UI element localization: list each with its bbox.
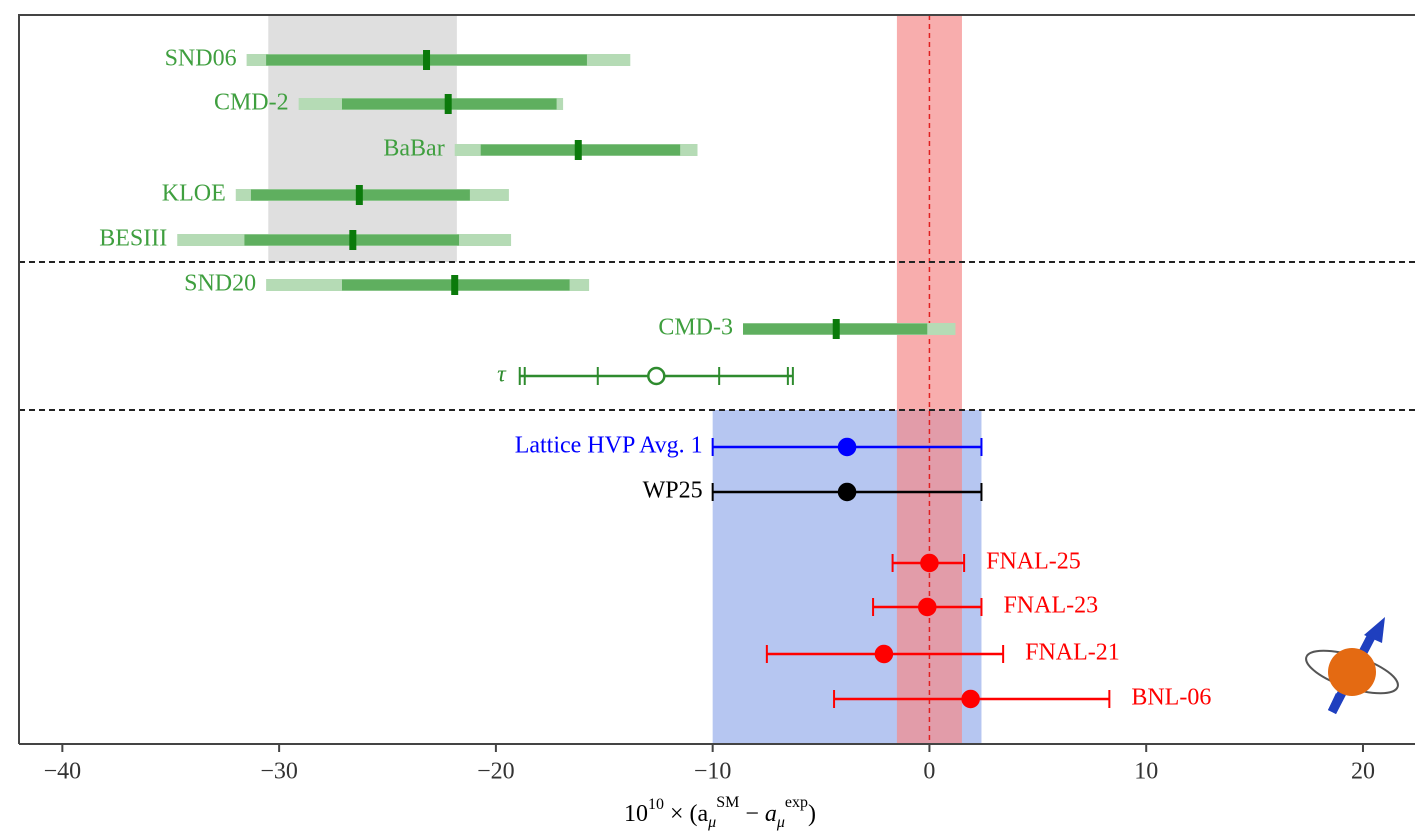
x-axis-label-part: SM bbox=[716, 794, 739, 811]
row-label: WP25 bbox=[643, 478, 703, 504]
row-label: CMD-3 bbox=[658, 315, 733, 341]
bands bbox=[268, 15, 982, 744]
row-label: BNL-06 bbox=[1131, 685, 1211, 711]
central-value bbox=[961, 689, 980, 709]
central-value bbox=[920, 553, 939, 573]
central-value bbox=[574, 140, 582, 160]
x-tick-label: −30 bbox=[260, 759, 298, 785]
x-tick-label: 20 bbox=[1351, 759, 1375, 785]
axes-frame bbox=[18, 14, 1415, 745]
x-axis-label-part: exp bbox=[785, 794, 808, 811]
row-label: KLOE bbox=[162, 181, 226, 207]
x-tick-label: −20 bbox=[477, 759, 515, 785]
row-label: τ bbox=[497, 362, 507, 388]
row-label: Lattice HVP Avg. 1 bbox=[515, 433, 703, 459]
central-value bbox=[837, 482, 857, 502]
x-axis-label-part: 10 bbox=[624, 801, 648, 827]
x-tick-label: −40 bbox=[44, 759, 82, 785]
row-label: FNAL-23 bbox=[1003, 593, 1098, 619]
marks: SND06 CMD-2 BaBar KLOE BESIII SND20 CMD-3 τ Latt… bbox=[99, 46, 1211, 711]
x-axis-label-part: ) bbox=[808, 801, 816, 827]
x-tick-label: 10 bbox=[1134, 759, 1158, 785]
x-axis-label-part: × ( bbox=[664, 801, 698, 827]
x-axis: −40 −30 −20 −10 0 10 20 bbox=[44, 744, 1375, 785]
row-label: BaBar bbox=[383, 136, 444, 162]
central-value bbox=[832, 319, 840, 339]
central-value bbox=[918, 597, 937, 617]
x-tick-label: −10 bbox=[694, 759, 732, 785]
row-label: CMD-2 bbox=[214, 90, 289, 116]
muon-icon bbox=[1305, 617, 1399, 715]
row-label: FNAL-25 bbox=[986, 549, 1081, 575]
central-value bbox=[349, 230, 357, 250]
row-label: SND06 bbox=[165, 46, 237, 72]
x-axis-label-part: μ bbox=[707, 814, 716, 831]
x-tick-label: 0 bbox=[923, 759, 935, 785]
central-value bbox=[444, 94, 452, 114]
x-axis-label-part: a bbox=[698, 801, 709, 827]
central-value bbox=[451, 275, 459, 295]
x-axis-label-part: a bbox=[765, 801, 777, 827]
x-axis-label: 1010 × (aμSM − aμexp) bbox=[624, 794, 816, 831]
central-value bbox=[423, 50, 431, 70]
x-axis-label-part: − bbox=[739, 801, 765, 827]
row-label: FNAL-21 bbox=[1025, 640, 1120, 666]
central-value bbox=[647, 366, 666, 386]
row-label: SND20 bbox=[184, 271, 256, 297]
x-axis-label-part: μ bbox=[776, 814, 785, 831]
row-label: BESIII bbox=[99, 226, 167, 252]
central-value bbox=[837, 437, 857, 457]
central-value bbox=[355, 185, 363, 205]
central-value bbox=[874, 644, 894, 664]
x-axis-label-part: 10 bbox=[648, 796, 664, 813]
